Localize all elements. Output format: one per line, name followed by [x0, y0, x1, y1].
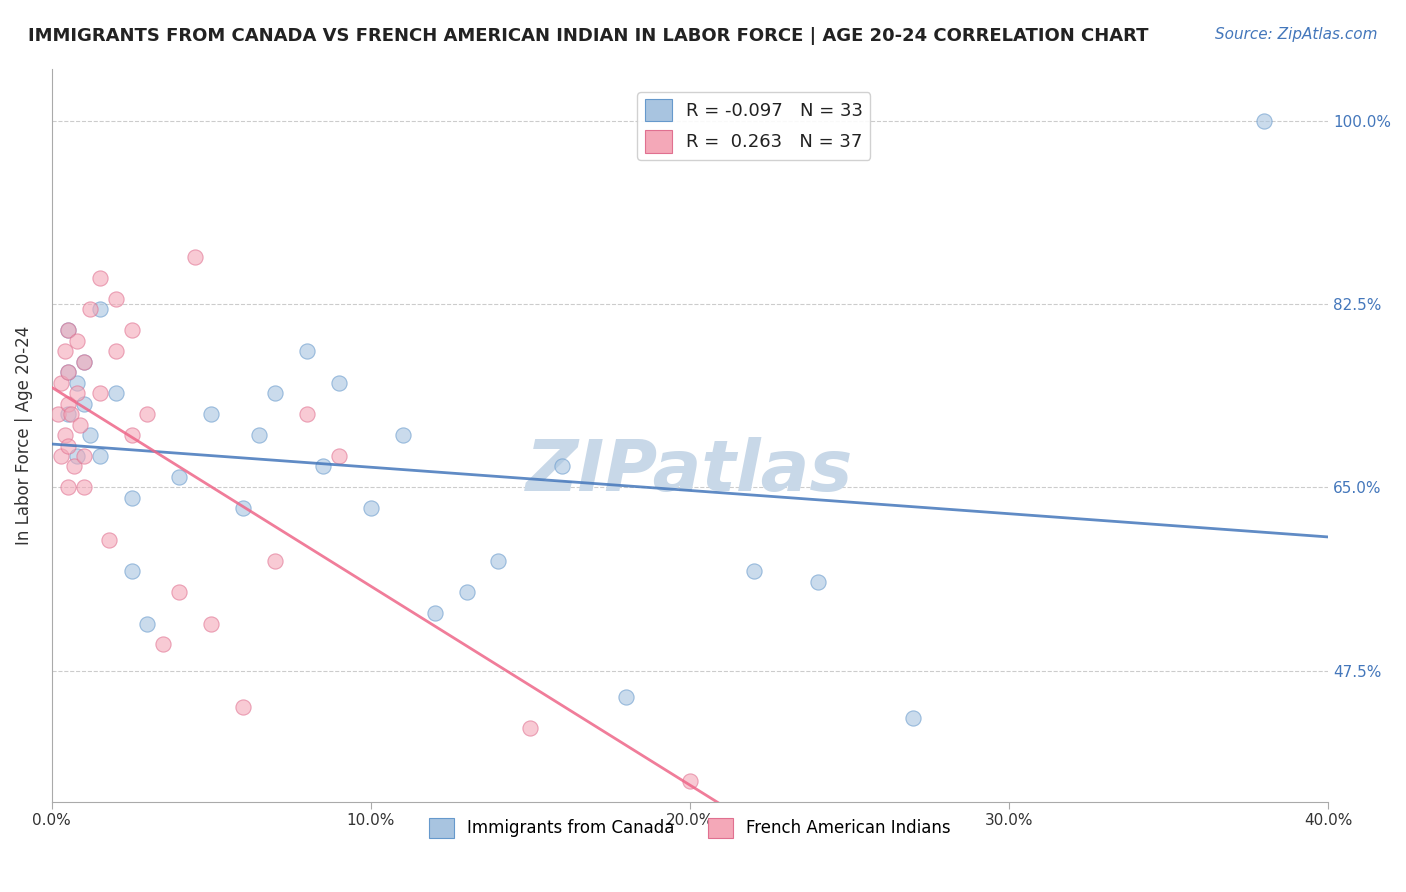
- Point: [295, 407, 318, 421]
- Point: [121, 491, 143, 505]
- Point: [89, 302, 111, 317]
- Point: [232, 700, 254, 714]
- Point: [73, 355, 96, 369]
- Point: [89, 449, 111, 463]
- Point: [184, 250, 207, 264]
- Point: [56, 365, 79, 379]
- Point: [806, 574, 828, 589]
- Point: [328, 376, 350, 390]
- Point: [360, 501, 382, 516]
- Point: [742, 564, 765, 578]
- Y-axis label: In Labor Force | Age 20-24: In Labor Force | Age 20-24: [15, 326, 32, 545]
- Point: [456, 585, 478, 599]
- Point: [200, 407, 222, 421]
- Point: [200, 616, 222, 631]
- Point: [232, 501, 254, 516]
- Point: [169, 470, 191, 484]
- Point: [519, 721, 541, 735]
- Point: [104, 386, 127, 401]
- Point: [56, 323, 79, 337]
- Point: [488, 554, 510, 568]
- Point: [63, 459, 86, 474]
- Point: [264, 554, 287, 568]
- Point: [56, 480, 79, 494]
- Point: [121, 428, 143, 442]
- Point: [679, 773, 702, 788]
- Point: [328, 449, 350, 463]
- Point: [56, 365, 79, 379]
- Point: [169, 585, 191, 599]
- Point: [136, 616, 159, 631]
- Point: [66, 386, 89, 401]
- Point: [551, 459, 574, 474]
- Point: [51, 376, 73, 390]
- Point: [247, 428, 270, 442]
- Point: [73, 480, 96, 494]
- Point: [56, 438, 79, 452]
- Point: [98, 533, 121, 547]
- Point: [56, 397, 79, 411]
- Point: [89, 386, 111, 401]
- Point: [46, 407, 69, 421]
- Point: [104, 344, 127, 359]
- Point: [903, 711, 925, 725]
- Point: [391, 428, 413, 442]
- Point: [121, 323, 143, 337]
- Point: [56, 323, 79, 337]
- Point: [614, 690, 637, 704]
- Point: [53, 428, 76, 442]
- Point: [66, 334, 89, 348]
- Point: [73, 449, 96, 463]
- Point: [73, 355, 96, 369]
- Point: [104, 292, 127, 306]
- Legend: Immigrants from Canada, French American Indians: Immigrants from Canada, French American …: [422, 811, 957, 845]
- Point: [136, 407, 159, 421]
- Point: [423, 606, 446, 620]
- Text: Source: ZipAtlas.com: Source: ZipAtlas.com: [1215, 27, 1378, 42]
- Text: ZIPatlas: ZIPatlas: [526, 437, 853, 506]
- Point: [295, 344, 318, 359]
- Point: [73, 397, 96, 411]
- Point: [59, 407, 82, 421]
- Point: [79, 428, 101, 442]
- Point: [51, 449, 73, 463]
- Point: [152, 638, 174, 652]
- Point: [1253, 114, 1275, 128]
- Point: [53, 344, 76, 359]
- Point: [69, 417, 91, 432]
- Text: IMMIGRANTS FROM CANADA VS FRENCH AMERICAN INDIAN IN LABOR FORCE | AGE 20-24 CORR: IMMIGRANTS FROM CANADA VS FRENCH AMERICA…: [28, 27, 1149, 45]
- Point: [89, 271, 111, 285]
- Point: [79, 302, 101, 317]
- Point: [66, 449, 89, 463]
- Point: [66, 376, 89, 390]
- Point: [264, 386, 287, 401]
- Point: [312, 459, 335, 474]
- Point: [56, 407, 79, 421]
- Point: [121, 564, 143, 578]
